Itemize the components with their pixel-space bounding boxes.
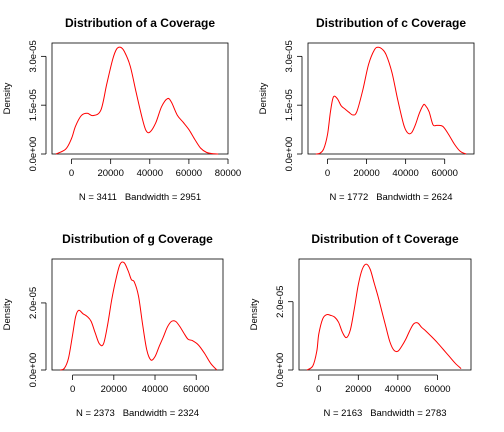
density-curve — [315, 46, 467, 155]
density-panel: Distribution of t Coverage 0 20000 40000 600… — [249, 232, 472, 419]
y-tick-label: 0.0e+00 — [28, 353, 39, 388]
y-tick-label: 2.0e-05 — [28, 287, 39, 319]
x-tick-label: 40000 — [137, 168, 163, 179]
x-tick-label: 0 — [70, 384, 75, 395]
x-tick-label: 20000 — [101, 384, 127, 395]
chart-title: Distribution of t Coverage — [311, 232, 459, 246]
x-tick-label: 20000 — [345, 384, 371, 395]
plot-frame — [51, 258, 224, 371]
y-tick-label: 3.0e-05 — [28, 40, 39, 72]
x-tick-label: 60000 — [431, 168, 457, 179]
x-axis-label: N = 1772 Bandwidth = 2624 — [329, 192, 452, 203]
chart-title: Distribution of g Coverage — [62, 232, 213, 246]
x-tick-label: 60000 — [424, 384, 450, 395]
y-axis-label: Density — [249, 298, 260, 330]
plot-frame — [307, 42, 475, 155]
density-curve — [306, 263, 462, 371]
x-axis-label: N = 2163 Bandwidth = 2783 — [323, 408, 446, 419]
y-axis-label: Density — [258, 82, 269, 114]
y-tick-label: 0.0e+00 — [28, 137, 39, 172]
plot-frame — [298, 258, 472, 371]
x-axis-label: N = 2373 Bandwidth = 2324 — [76, 408, 199, 419]
x-tick-label: 60000 — [183, 384, 209, 395]
y-axis-label: Density — [2, 82, 13, 114]
y-tick-label: 0.0e+00 — [284, 137, 295, 172]
x-tick-label: 0 — [325, 168, 330, 179]
density-curve — [60, 261, 218, 371]
y-tick-label: 1.5e-05 — [284, 89, 295, 121]
y-tick-label: 0.0e+00 — [275, 353, 286, 388]
x-tick-label: 40000 — [385, 384, 411, 395]
density-panel: Distribution of g Coverage 0 20000 40000 600… — [2, 232, 224, 419]
y-tick-label: 3.0e-05 — [284, 40, 295, 72]
x-tick-label: 20000 — [97, 168, 123, 179]
chart-title: Distribution of c Coverage — [316, 16, 466, 30]
density-curve — [55, 46, 219, 155]
chart-title: Distribution of a Coverage — [65, 16, 215, 30]
x-tick-label: 80000 — [215, 168, 241, 179]
x-axis-label: N = 3411 Bandwidth = 2951 — [79, 192, 201, 203]
x-tick-label: 20000 — [353, 168, 379, 179]
x-tick-label: 60000 — [176, 168, 202, 179]
y-axis-label: Density — [2, 298, 13, 330]
density-panel: Distribution of a Coverage 0 20000 40000 600… — [2, 16, 241, 203]
y-tick-label: 2.0e-05 — [275, 286, 286, 318]
plot-frame — [51, 42, 229, 155]
x-tick-label: 0 — [69, 168, 74, 179]
density-panel: Distribution of c Coverage 0 20000 40000 600… — [258, 16, 475, 203]
x-tick-label: 0 — [316, 384, 321, 395]
x-tick-label: 40000 — [142, 384, 168, 395]
y-tick-label: 1.5e-05 — [28, 89, 39, 121]
x-tick-label: 40000 — [392, 168, 418, 179]
